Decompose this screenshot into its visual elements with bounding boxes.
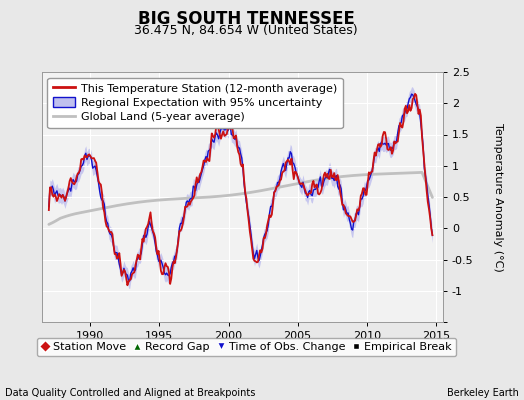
Y-axis label: Temperature Anomaly (°C): Temperature Anomaly (°C) (493, 123, 503, 271)
Legend: Station Move, Record Gap, Time of Obs. Change, Empirical Break: Station Move, Record Gap, Time of Obs. C… (37, 338, 456, 356)
Text: BIG SOUTH TENNESSEE: BIG SOUTH TENNESSEE (138, 10, 355, 28)
Text: Berkeley Earth: Berkeley Earth (447, 388, 519, 398)
Legend: This Temperature Station (12-month average), Regional Expectation with 95% uncer: This Temperature Station (12-month avera… (48, 78, 343, 128)
Text: 36.475 N, 84.654 W (United States): 36.475 N, 84.654 W (United States) (135, 24, 358, 37)
Text: Data Quality Controlled and Aligned at Breakpoints: Data Quality Controlled and Aligned at B… (5, 388, 256, 398)
